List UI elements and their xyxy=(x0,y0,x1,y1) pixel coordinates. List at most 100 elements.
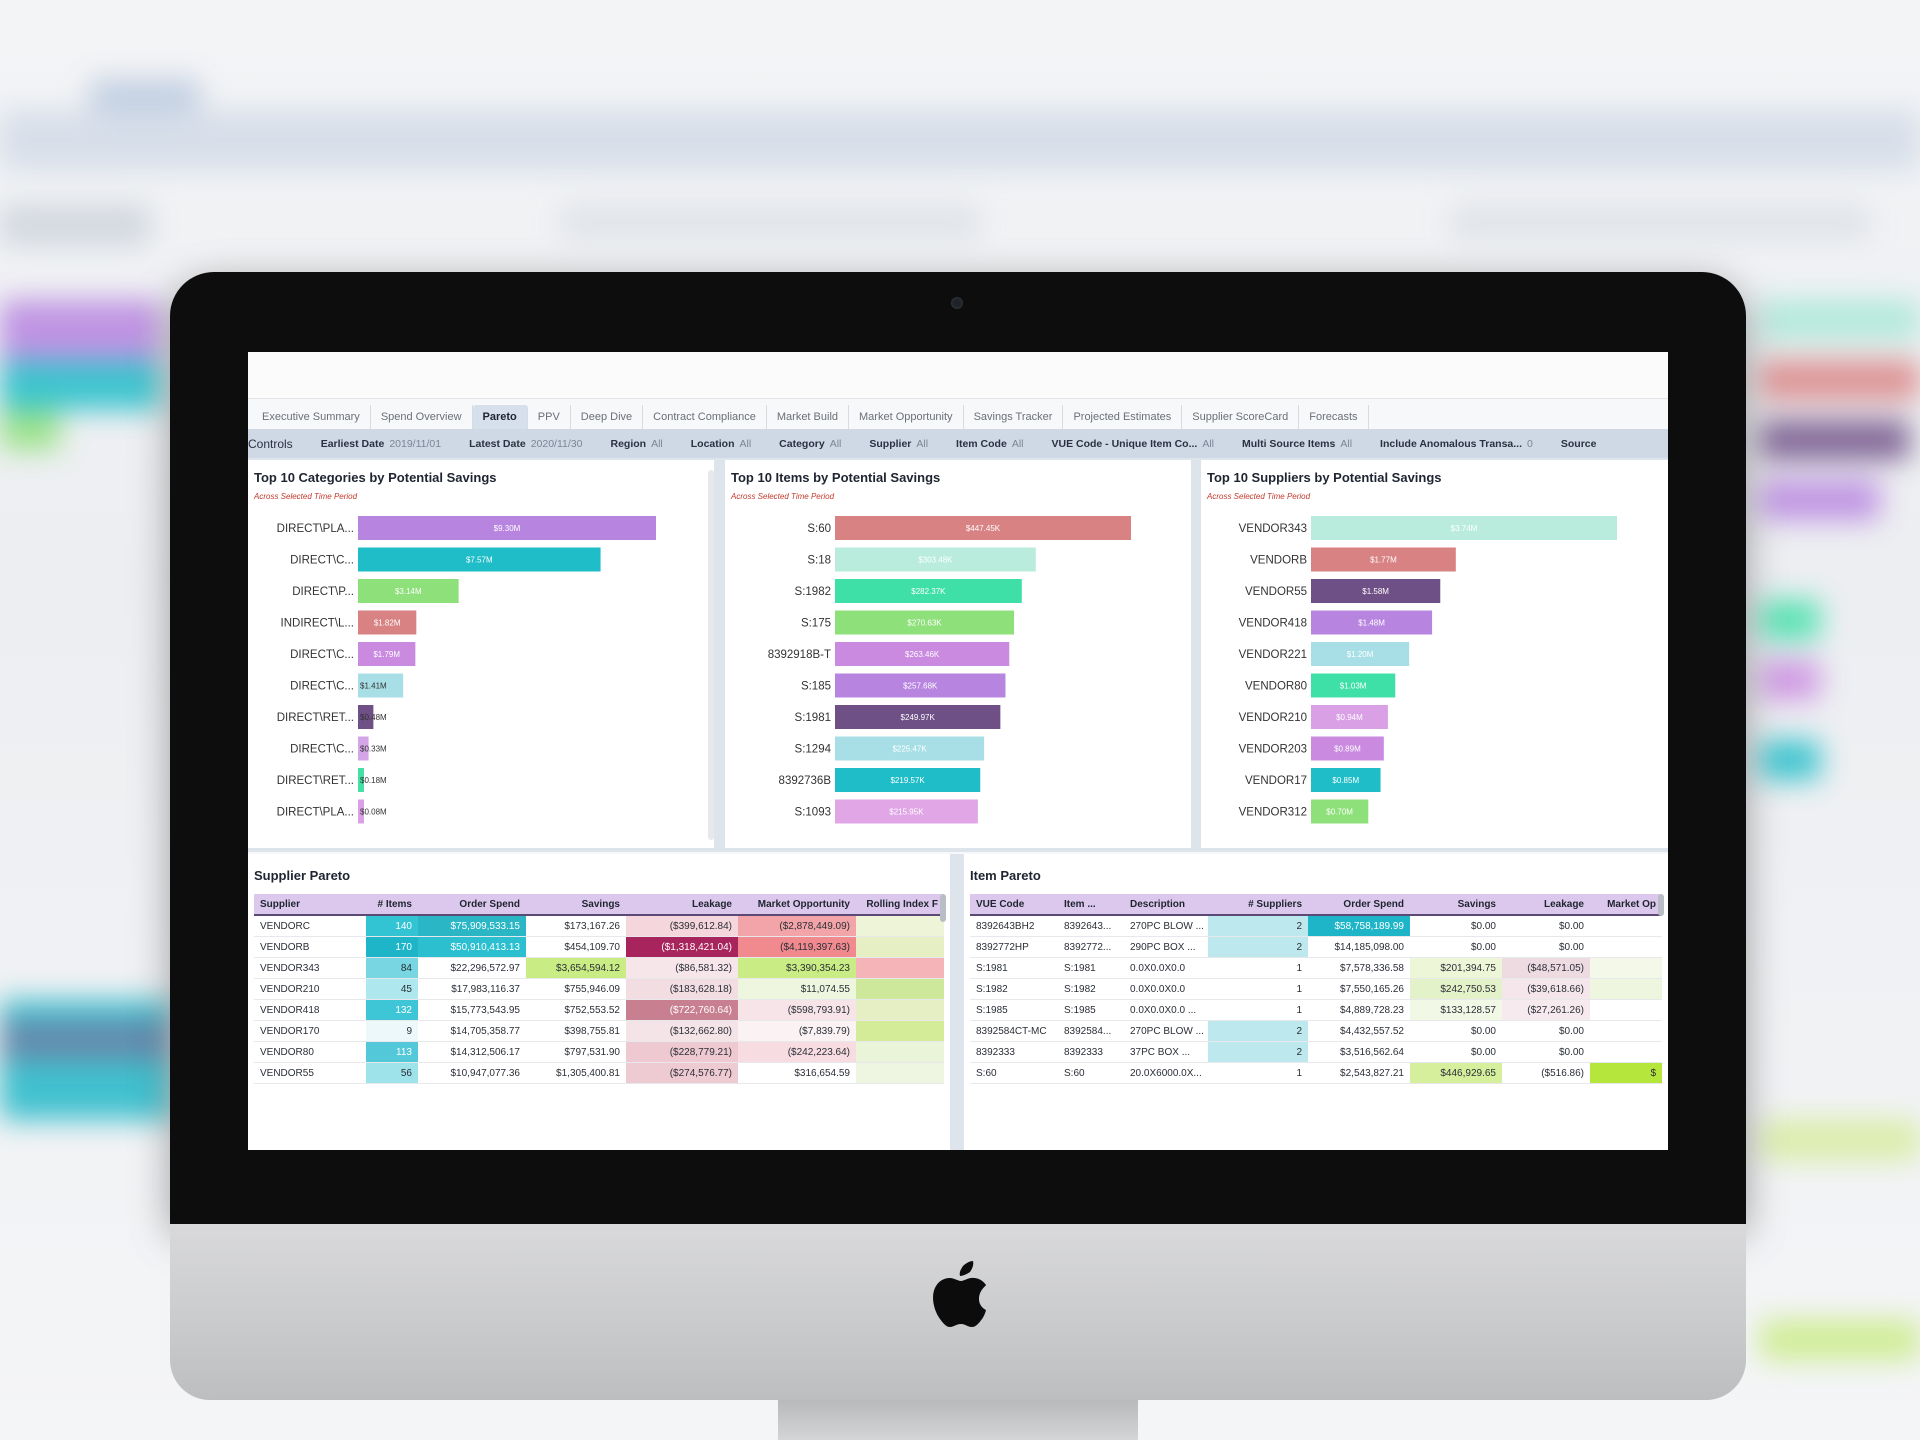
bar[interactable] xyxy=(835,516,1131,540)
table-row[interactable]: VENDORB 170 $50,910,413.13 $454,109.70 ($1,3… xyxy=(254,936,944,958)
table-row[interactable]: 8392584CT-MC 8392584... 270PC BLOW ... 2 $4,… xyxy=(970,1020,1662,1042)
tab-projected-estimates[interactable]: Projected Estimates xyxy=(1063,405,1183,429)
table-cell xyxy=(856,957,944,979)
bar[interactable] xyxy=(1311,705,1388,729)
filter-supplier[interactable]: Supplier All xyxy=(869,438,928,450)
tab-market-opportunity[interactable]: Market Opportunity xyxy=(849,405,964,429)
table-row[interactable]: S:60 S:60 20.0X6000.0X... 1 $2,543,827.21 $44… xyxy=(970,1062,1662,1084)
table-row[interactable]: S:1982 S:1982 0.0X0.0X0.0 1 $7,550,165.26 $24… xyxy=(970,978,1662,1000)
filter-source[interactable]: Source xyxy=(1561,438,1602,450)
chart-subtitle: Across Selected Time Period xyxy=(254,492,358,501)
table-row[interactable]: S:1985 S:1985 0.0X0.0X0.0 ... 1 $4,889,728.2… xyxy=(970,999,1662,1021)
filter-location[interactable]: Location All xyxy=(691,438,751,450)
tab-contract-compliance[interactable]: Contract Compliance xyxy=(643,405,767,429)
bar[interactable] xyxy=(358,516,656,540)
bar[interactable] xyxy=(835,736,985,761)
camera-icon xyxy=(951,297,963,309)
table-row[interactable]: S:1981 S:1981 0.0X0.0X0.0 1 $7,578,336.58 $20… xyxy=(970,957,1662,979)
table-row[interactable]: VENDOR343 84 $22,296,572.97 $3,654,594.12 ($… xyxy=(254,957,944,979)
table-row[interactable]: VENDORC 140 $75,909,533.15 $173,167.26 ($399… xyxy=(254,915,944,937)
bar[interactable] xyxy=(835,673,1006,698)
bar[interactable] xyxy=(358,642,416,666)
category-label: DIRECT\RET... xyxy=(277,712,354,724)
column-header[interactable]: Savings xyxy=(1410,894,1502,916)
data-label: $0.94M xyxy=(1336,713,1363,722)
controls-label[interactable]: Controls xyxy=(248,437,293,451)
column-header[interactable]: Order Spend xyxy=(1308,894,1410,916)
bar[interactable] xyxy=(1311,642,1410,666)
bar[interactable] xyxy=(358,547,601,572)
bar[interactable] xyxy=(1311,579,1441,603)
column-header[interactable]: # Suppliers xyxy=(1208,894,1308,916)
table-cell: ($1,318,421.04) xyxy=(626,936,738,958)
bar[interactable] xyxy=(1311,768,1381,792)
table-row[interactable]: VENDOR210 45 $17,983,116.37 $755,946.09 ($18… xyxy=(254,978,944,1000)
bar[interactable] xyxy=(1311,673,1396,698)
bar[interactable] xyxy=(358,610,417,635)
column-header[interactable]: Market Opportunity xyxy=(738,894,856,916)
table-row[interactable]: 8392333 8392333 37PC BOX ... 2 $3,516,562.64… xyxy=(970,1041,1662,1063)
bar[interactable] xyxy=(835,610,1015,635)
tab-supplier-scorecard[interactable]: Supplier ScoreCard xyxy=(1182,405,1300,429)
bar[interactable] xyxy=(1311,516,1617,540)
bar[interactable] xyxy=(835,768,981,792)
bar[interactable] xyxy=(358,736,369,761)
column-header[interactable]: Description xyxy=(1124,894,1208,916)
tab-executive-summary[interactable]: Executive Summary xyxy=(252,405,371,429)
column-header[interactable]: Item ... xyxy=(1058,894,1124,916)
bar[interactable] xyxy=(358,705,374,729)
table-cell: $0.00 xyxy=(1410,936,1502,958)
bar[interactable] xyxy=(1311,547,1456,572)
column-header[interactable]: Order Spend xyxy=(418,894,526,916)
table-scrollbar[interactable] xyxy=(940,894,946,922)
table-scrollbar[interactable] xyxy=(1658,894,1664,916)
bar[interactable] xyxy=(835,799,978,824)
bar[interactable] xyxy=(1311,736,1384,761)
bar[interactable] xyxy=(358,799,364,824)
chart-scrollbar[interactable] xyxy=(708,470,714,840)
tab-pareto[interactable]: Pareto xyxy=(472,405,528,429)
bar[interactable] xyxy=(1311,799,1369,824)
table-cell: 132 xyxy=(366,999,418,1021)
column-header[interactable]: Rolling Index F xyxy=(856,894,944,916)
tab-ppv[interactable]: PPV xyxy=(528,405,571,429)
column-header[interactable]: # Items xyxy=(366,894,418,916)
table-row[interactable]: 8392772HP 8392772... 290PC BOX ... 2 $14,185… xyxy=(970,936,1662,958)
bar[interactable] xyxy=(835,547,1036,572)
bar[interactable] xyxy=(358,673,404,698)
tab-savings-tracker[interactable]: Savings Tracker xyxy=(964,405,1064,429)
filter-multi-source-items[interactable]: Multi Source Items All xyxy=(1242,438,1352,450)
table-row[interactable]: VENDOR80 113 $14,312,506.17 $797,531.90 ($22… xyxy=(254,1041,944,1063)
bar[interactable] xyxy=(358,579,459,603)
table-row[interactable]: 8392643BH2 8392643... 270PC BLOW ... 2 $58,7… xyxy=(970,915,1662,937)
column-header[interactable]: VUE Code xyxy=(970,894,1058,916)
filter-item-code[interactable]: Item Code All xyxy=(956,438,1023,450)
filter-region[interactable]: Region All xyxy=(610,438,662,450)
filter-vue-code-unique-item-co[interactable]: VUE Code - Unique Item Co... All xyxy=(1051,438,1214,450)
table-row[interactable]: VENDOR170 9 $14,705,358.77 $398,755.81 ($132… xyxy=(254,1020,944,1042)
column-header[interactable]: Market Op xyxy=(1590,894,1662,916)
column-header[interactable]: Leakage xyxy=(626,894,738,916)
table-cell: $2,543,827.21 xyxy=(1308,1062,1410,1084)
table-cell: $50,910,413.13 xyxy=(418,936,526,958)
bar[interactable] xyxy=(835,705,1001,729)
tab-spend-overview[interactable]: Spend Overview xyxy=(371,405,473,429)
filter-include-anomalous-transa[interactable]: Include Anomalous Transa... 0 xyxy=(1380,438,1533,450)
column-header[interactable]: Supplier xyxy=(254,894,366,916)
filter-latest-date[interactable]: Latest Date 2020/11/30 xyxy=(469,438,582,450)
bar[interactable] xyxy=(835,579,1022,603)
table-row[interactable]: VENDOR418 132 $15,773,543.95 $752,553.52 ($7… xyxy=(254,999,944,1021)
bar[interactable] xyxy=(835,642,1010,666)
category-label: S:1294 xyxy=(795,744,832,756)
tab-deep-dive[interactable]: Deep Dive xyxy=(571,405,644,429)
table-row[interactable]: VENDOR55 56 $10,947,077.36 $1,305,400.81 ($2… xyxy=(254,1062,944,1084)
filter-category[interactable]: Category All xyxy=(779,438,841,450)
tab-market-build[interactable]: Market Build xyxy=(767,405,850,429)
bar[interactable] xyxy=(1311,610,1433,635)
column-header[interactable]: Leakage xyxy=(1502,894,1590,916)
filter-label: VUE Code - Unique Item Co... xyxy=(1051,438,1198,450)
column-header[interactable]: Savings xyxy=(526,894,626,916)
bar[interactable] xyxy=(358,768,364,792)
filter-earliest-date[interactable]: Earliest Date 2019/11/01 xyxy=(321,438,441,450)
tab-forecasts[interactable]: Forecasts xyxy=(1299,405,1369,429)
